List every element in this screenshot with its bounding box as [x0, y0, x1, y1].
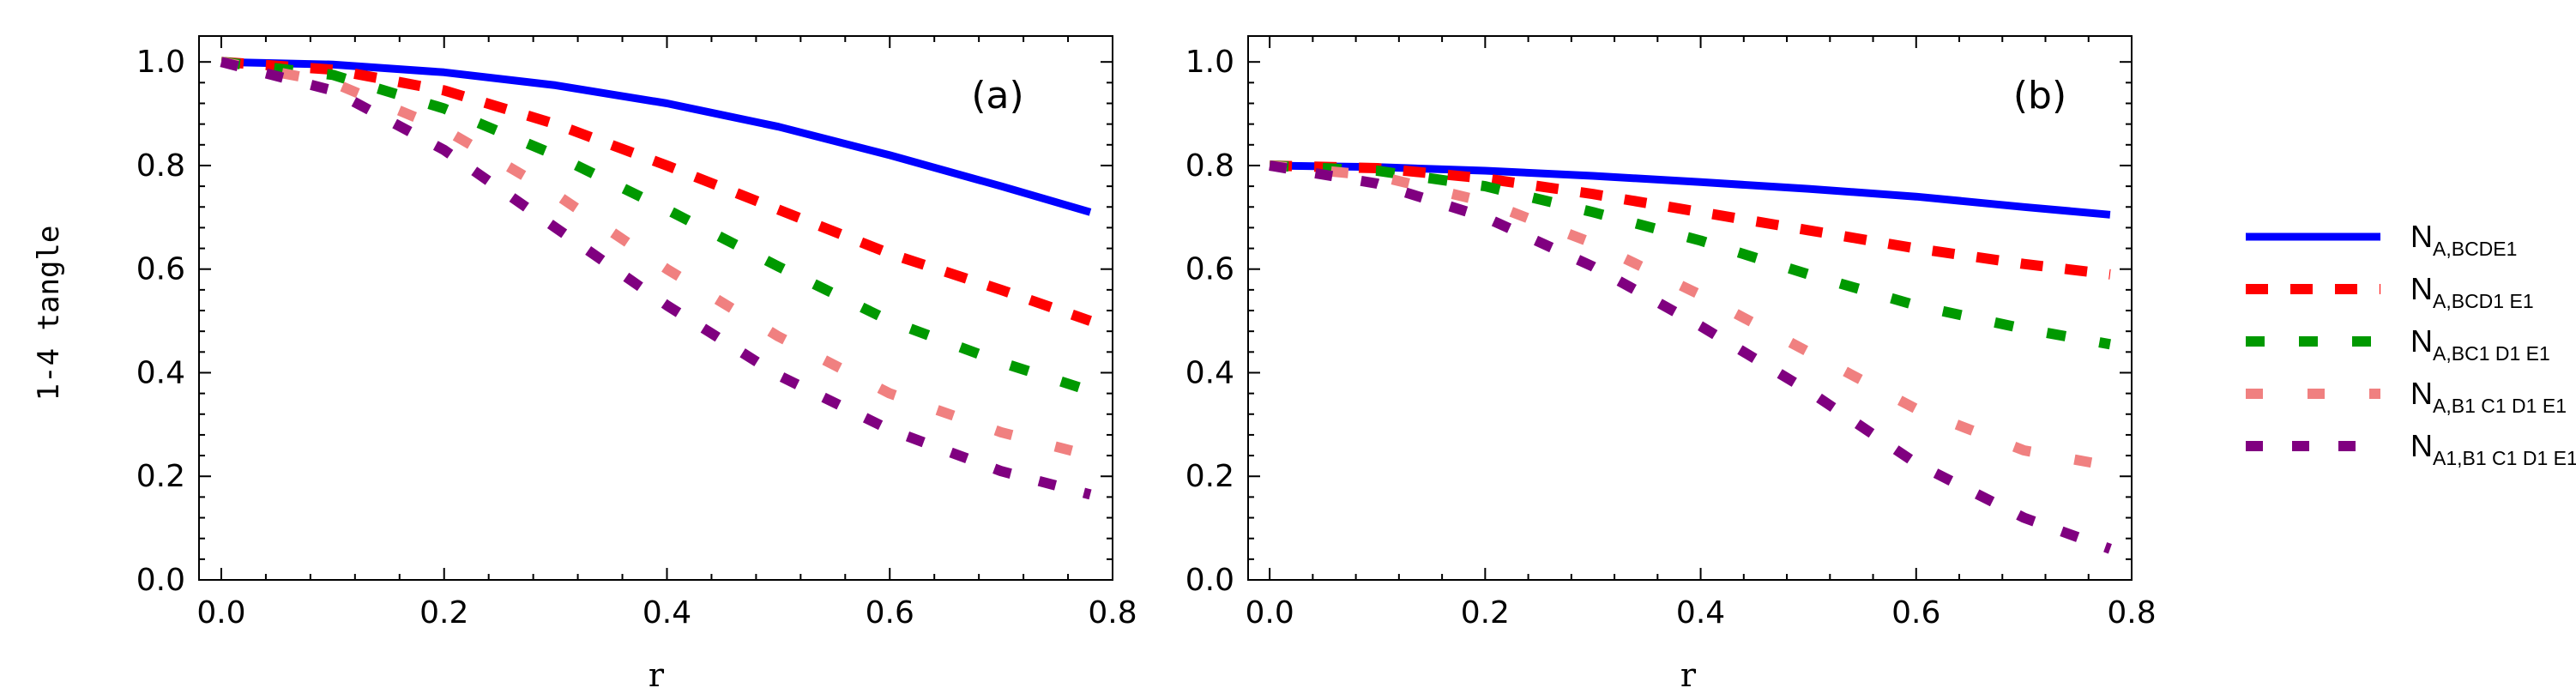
x-tick-label: 0.8 [1088, 595, 1137, 631]
y-tick-label: 0.4 [1185, 355, 1234, 390]
x-tick-label: 0.2 [1461, 595, 1510, 631]
series-line-2 [220, 57, 1092, 326]
y-tick-label: 0.2 [136, 459, 185, 494]
legend: NA,BCDE1 NA,BCD1 E1 NA,BC1 D1 E1 NA,B1 C1 D… [2246, 219, 2576, 469]
plot-frame [1247, 35, 2133, 581]
x-tick-label: 0.4 [1676, 595, 1725, 631]
y-tick-label: 0.0 [1185, 563, 1234, 598]
panel-tag-a: (a) [971, 74, 1023, 118]
x-tick-label: 0.6 [1891, 595, 1940, 631]
x-tick-label: 0.6 [866, 595, 914, 631]
y-tick-label: 0.2 [1185, 459, 1234, 494]
series-line-4 [220, 57, 1092, 461]
series-line-3 [1269, 160, 2111, 350]
series-line-2 [1269, 160, 2111, 280]
y-tick-label: 0.4 [136, 355, 185, 390]
legend-label-5: NA1,B1 C1 D1 E1 [2410, 428, 2576, 469]
x-tick-label: 0.8 [2107, 595, 2156, 631]
plot-frame [198, 35, 1113, 581]
series-line-5 [220, 57, 1092, 500]
y-tick-label: 0.8 [1185, 148, 1234, 184]
y-tick-label: 1.0 [1185, 45, 1234, 80]
x-tick-label: 0.0 [196, 595, 245, 631]
y-axis-label: 1-4 tangle [32, 226, 66, 401]
x-axis-label-a: r [649, 656, 665, 694]
chart-panel-b: 0.0 0.2 0.4 0.6 0.8 0.0 0.2 0.4 0.6 0.8 1.0 (b) [1185, 35, 2157, 631]
series-line-3 [220, 57, 1092, 396]
chart-panel-a: 0.0 0.2 0.4 0.6 0.8 0.0 0.2 0.4 0.6 0.8 1.0 (a) [136, 35, 1137, 631]
series-line-1 [220, 57, 1092, 216]
x-tick-label: 0.2 [419, 595, 468, 631]
series-line-5 [1269, 160, 2112, 554]
x-axis-label-b: r [1680, 656, 1697, 694]
y-tick-label: 1.0 [136, 45, 185, 80]
legend-label-2: NA,BCD1 E1 [2410, 271, 2534, 312]
y-tick-label: 0.6 [1185, 252, 1234, 287]
legend-label-3: NA,BC1 D1 E1 [2410, 323, 2550, 365]
legend-label-4: NA,B1 C1 D1 E1 [2410, 376, 2567, 417]
x-tick-label: 0.4 [642, 595, 691, 631]
x-tick-label: 0.0 [1245, 595, 1294, 631]
y-tick-label: 0.6 [136, 252, 185, 287]
panel-tag-b: (b) [2013, 74, 2066, 118]
y-tick-label: 0.8 [136, 148, 185, 184]
legend-label-1: NA,BCDE1 [2410, 219, 2517, 260]
y-tick-label: 0.0 [136, 563, 185, 598]
